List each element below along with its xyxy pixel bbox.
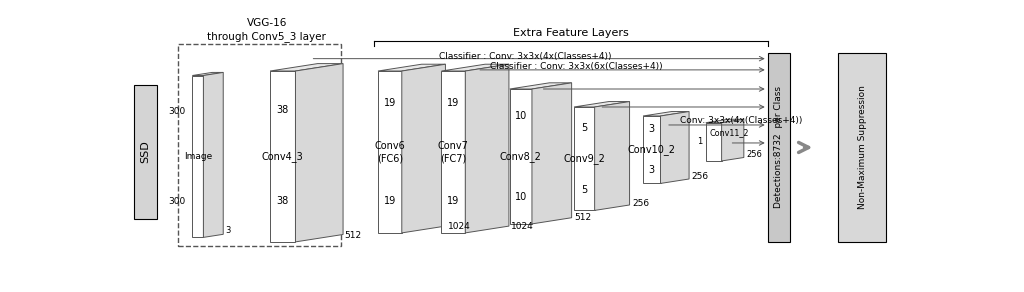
Text: Conv11_2: Conv11_2 [710, 128, 750, 137]
Bar [839, 53, 886, 242]
Text: 5: 5 [582, 123, 588, 133]
Polygon shape [510, 89, 531, 224]
Text: Classifier : Conv: 3x3x(6x(Classes+4)): Classifier : Conv: 3x3x(6x(Classes+4)) [490, 62, 663, 72]
Text: 256: 256 [632, 199, 649, 208]
Bar [178, 44, 341, 246]
Text: 38: 38 [276, 196, 289, 206]
Text: 38: 38 [276, 105, 289, 115]
Text: 256: 256 [691, 172, 709, 181]
Polygon shape [595, 102, 630, 211]
Text: Image: Image [183, 152, 212, 161]
Text: Conv10_2: Conv10_2 [628, 144, 676, 155]
Polygon shape [204, 72, 223, 237]
Polygon shape [270, 71, 296, 242]
Text: 19: 19 [384, 196, 396, 206]
Bar [134, 84, 157, 219]
Text: VGG-16
through Conv5_3 layer: VGG-16 through Conv5_3 layer [208, 18, 327, 42]
Polygon shape [270, 64, 343, 71]
Polygon shape [574, 107, 595, 211]
Text: 10: 10 [515, 111, 527, 121]
Text: 300: 300 [169, 107, 186, 116]
Polygon shape [441, 71, 465, 233]
Text: Conv7
(FC7): Conv7 (FC7) [438, 141, 469, 163]
Text: Conv: 3x3x(4x(Classes+4)): Conv: 3x3x(4x(Classes+4)) [680, 116, 802, 125]
Text: 512: 512 [574, 213, 591, 222]
Polygon shape [465, 64, 509, 233]
Text: 3: 3 [225, 226, 231, 235]
Polygon shape [643, 116, 660, 183]
Polygon shape [722, 119, 743, 161]
Polygon shape [193, 76, 204, 237]
Polygon shape [706, 119, 743, 123]
Text: 1024: 1024 [447, 222, 471, 231]
Text: 1: 1 [697, 137, 702, 146]
Polygon shape [660, 112, 689, 183]
Polygon shape [574, 102, 630, 107]
Polygon shape [706, 123, 722, 161]
Text: 3: 3 [649, 124, 654, 135]
Text: 19: 19 [447, 98, 460, 108]
Text: 10: 10 [515, 192, 527, 202]
Text: Conv4_3: Conv4_3 [262, 151, 304, 162]
Polygon shape [531, 83, 571, 224]
Text: 19: 19 [384, 98, 396, 108]
Polygon shape [193, 72, 223, 76]
Polygon shape [643, 112, 689, 116]
Text: 512: 512 [345, 231, 361, 240]
Text: Conv8_2: Conv8_2 [500, 151, 542, 162]
Text: 300: 300 [169, 197, 186, 206]
Polygon shape [510, 83, 571, 89]
Text: Detections:8732  per Class: Detections:8732 per Class [774, 86, 783, 208]
Text: SSD: SSD [140, 140, 151, 163]
Polygon shape [378, 71, 401, 233]
Text: 3: 3 [649, 165, 654, 175]
Polygon shape [296, 64, 343, 242]
Polygon shape [401, 64, 445, 233]
Text: Conv6
(FC6): Conv6 (FC6) [375, 141, 406, 163]
Text: 1024: 1024 [511, 222, 535, 231]
Text: 256: 256 [746, 150, 762, 159]
Text: 19: 19 [447, 196, 460, 206]
Text: Extra Feature Layers: Extra Feature Layers [513, 28, 629, 39]
Bar [768, 53, 790, 242]
Polygon shape [378, 64, 445, 71]
Text: Classifier : Conv: 3x3x(4x(Classes+4)): Classifier : Conv: 3x3x(4x(Classes+4)) [438, 52, 611, 61]
Text: Conv9_2: Conv9_2 [563, 153, 605, 164]
Text: 5: 5 [582, 185, 588, 195]
Text: Non-Maximum Suppression: Non-Maximum Suppression [857, 86, 866, 209]
Polygon shape [441, 64, 509, 71]
